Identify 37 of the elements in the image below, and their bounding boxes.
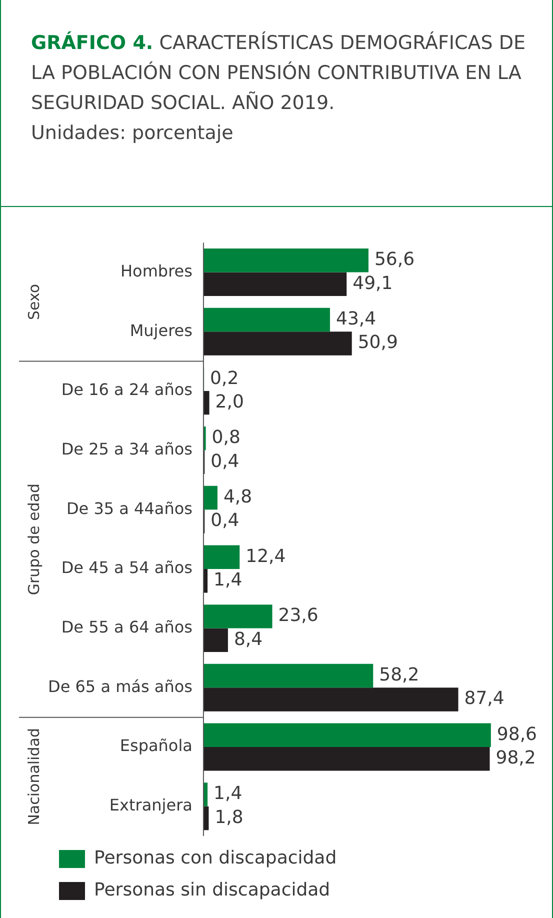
- data-label: 58,2: [379, 664, 420, 686]
- text: Sexo: [24, 284, 43, 320]
- data-label: 12,4: [246, 546, 286, 567]
- data-label: 87,4: [464, 688, 504, 710]
- y-tick-label: De 45 a 54 años: [61, 558, 192, 578]
- chart-subtitle: Unidades: porcentaje: [31, 121, 234, 146]
- y-tick-label: Extranjera: [109, 795, 192, 814]
- legend-label: Personas con discapacidad: [94, 848, 337, 869]
- y-tick-label: De 25 a 34 años: [61, 439, 192, 458]
- data-label: 1,4: [214, 783, 242, 804]
- data-label: 0,2: [210, 368, 239, 389]
- y-tick-label: De 55 a 64 años: [61, 617, 192, 636]
- chart-title: GRÁFICO 4. CARACTERÍSTICAS DEMOGRÁFICAS DE LA POBLACIÓN CON PENSIÓN CONTRIBUTIVA EN LA SEGURIDAD SOCIAL. AÑO 2019.: [31, 32, 526, 114]
- data-label: 0,4: [210, 510, 240, 532]
- data-label: 8,4: [234, 628, 263, 650]
- data-label: 98,2: [496, 748, 536, 769]
- data-label: 4,8: [223, 486, 252, 508]
- data-label: 50,9: [358, 332, 398, 354]
- data-label: 0,4: [210, 450, 240, 472]
- data-label: 43,4: [336, 308, 376, 330]
- y-tick-label: De 65 a más años: [48, 676, 192, 696]
- data-label: 49,1: [352, 272, 393, 294]
- data-label: 0,8: [212, 427, 240, 448]
- data-label: 1,4: [214, 570, 242, 591]
- y-tick-label: Mujeres: [130, 320, 192, 340]
- data-label: 56,6: [374, 249, 415, 270]
- y-tick-label: De 16 a 24 años: [61, 380, 192, 400]
- data-label: 2,0: [215, 391, 244, 412]
- y-tick-label: De 35 a 44años: [66, 498, 192, 518]
- y-tick-label: Española: [120, 736, 192, 756]
- data-label: 23,6: [278, 605, 318, 626]
- y-tick-label: Hombres: [120, 261, 192, 280]
- legend-label: Personas sin discapacidad: [94, 880, 330, 901]
- text: Nacionalidad: [24, 728, 43, 826]
- text: Grupo de edad: [24, 483, 43, 596]
- data-label: 1,8: [214, 806, 244, 828]
- data-label: 98,6: [496, 724, 537, 745]
